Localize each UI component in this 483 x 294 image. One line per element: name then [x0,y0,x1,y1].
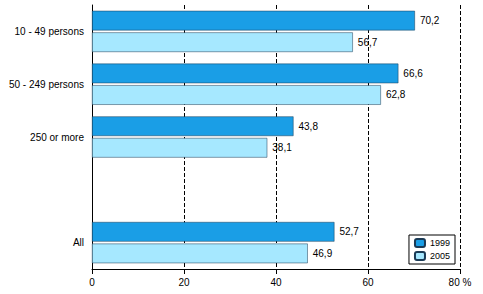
svg-text:38,1: 38,1 [272,142,292,153]
svg-text:250 or more: 250 or more [30,132,84,143]
svg-text:60: 60 [362,277,374,288]
svg-text:62,8: 62,8 [386,89,406,100]
svg-text:66,6: 66,6 [403,68,423,79]
svg-text:40: 40 [270,277,282,288]
svg-text:50 - 249 persons: 50 - 249 persons [9,79,84,90]
svg-text:10 - 49 persons: 10 - 49 persons [15,26,85,37]
svg-text:20: 20 [178,277,190,288]
svg-text:2005: 2005 [430,251,450,261]
svg-text:80 %: 80 % [449,277,472,288]
svg-text:0: 0 [89,277,95,288]
svg-text:43,8: 43,8 [298,121,318,132]
svg-text:52,7: 52,7 [339,226,359,237]
svg-text:46,9: 46,9 [313,248,333,259]
svg-text:All: All [73,237,84,248]
svg-text:56,7: 56,7 [358,37,378,48]
svg-text:1999: 1999 [430,238,450,248]
svg-text:70,2: 70,2 [420,15,440,26]
